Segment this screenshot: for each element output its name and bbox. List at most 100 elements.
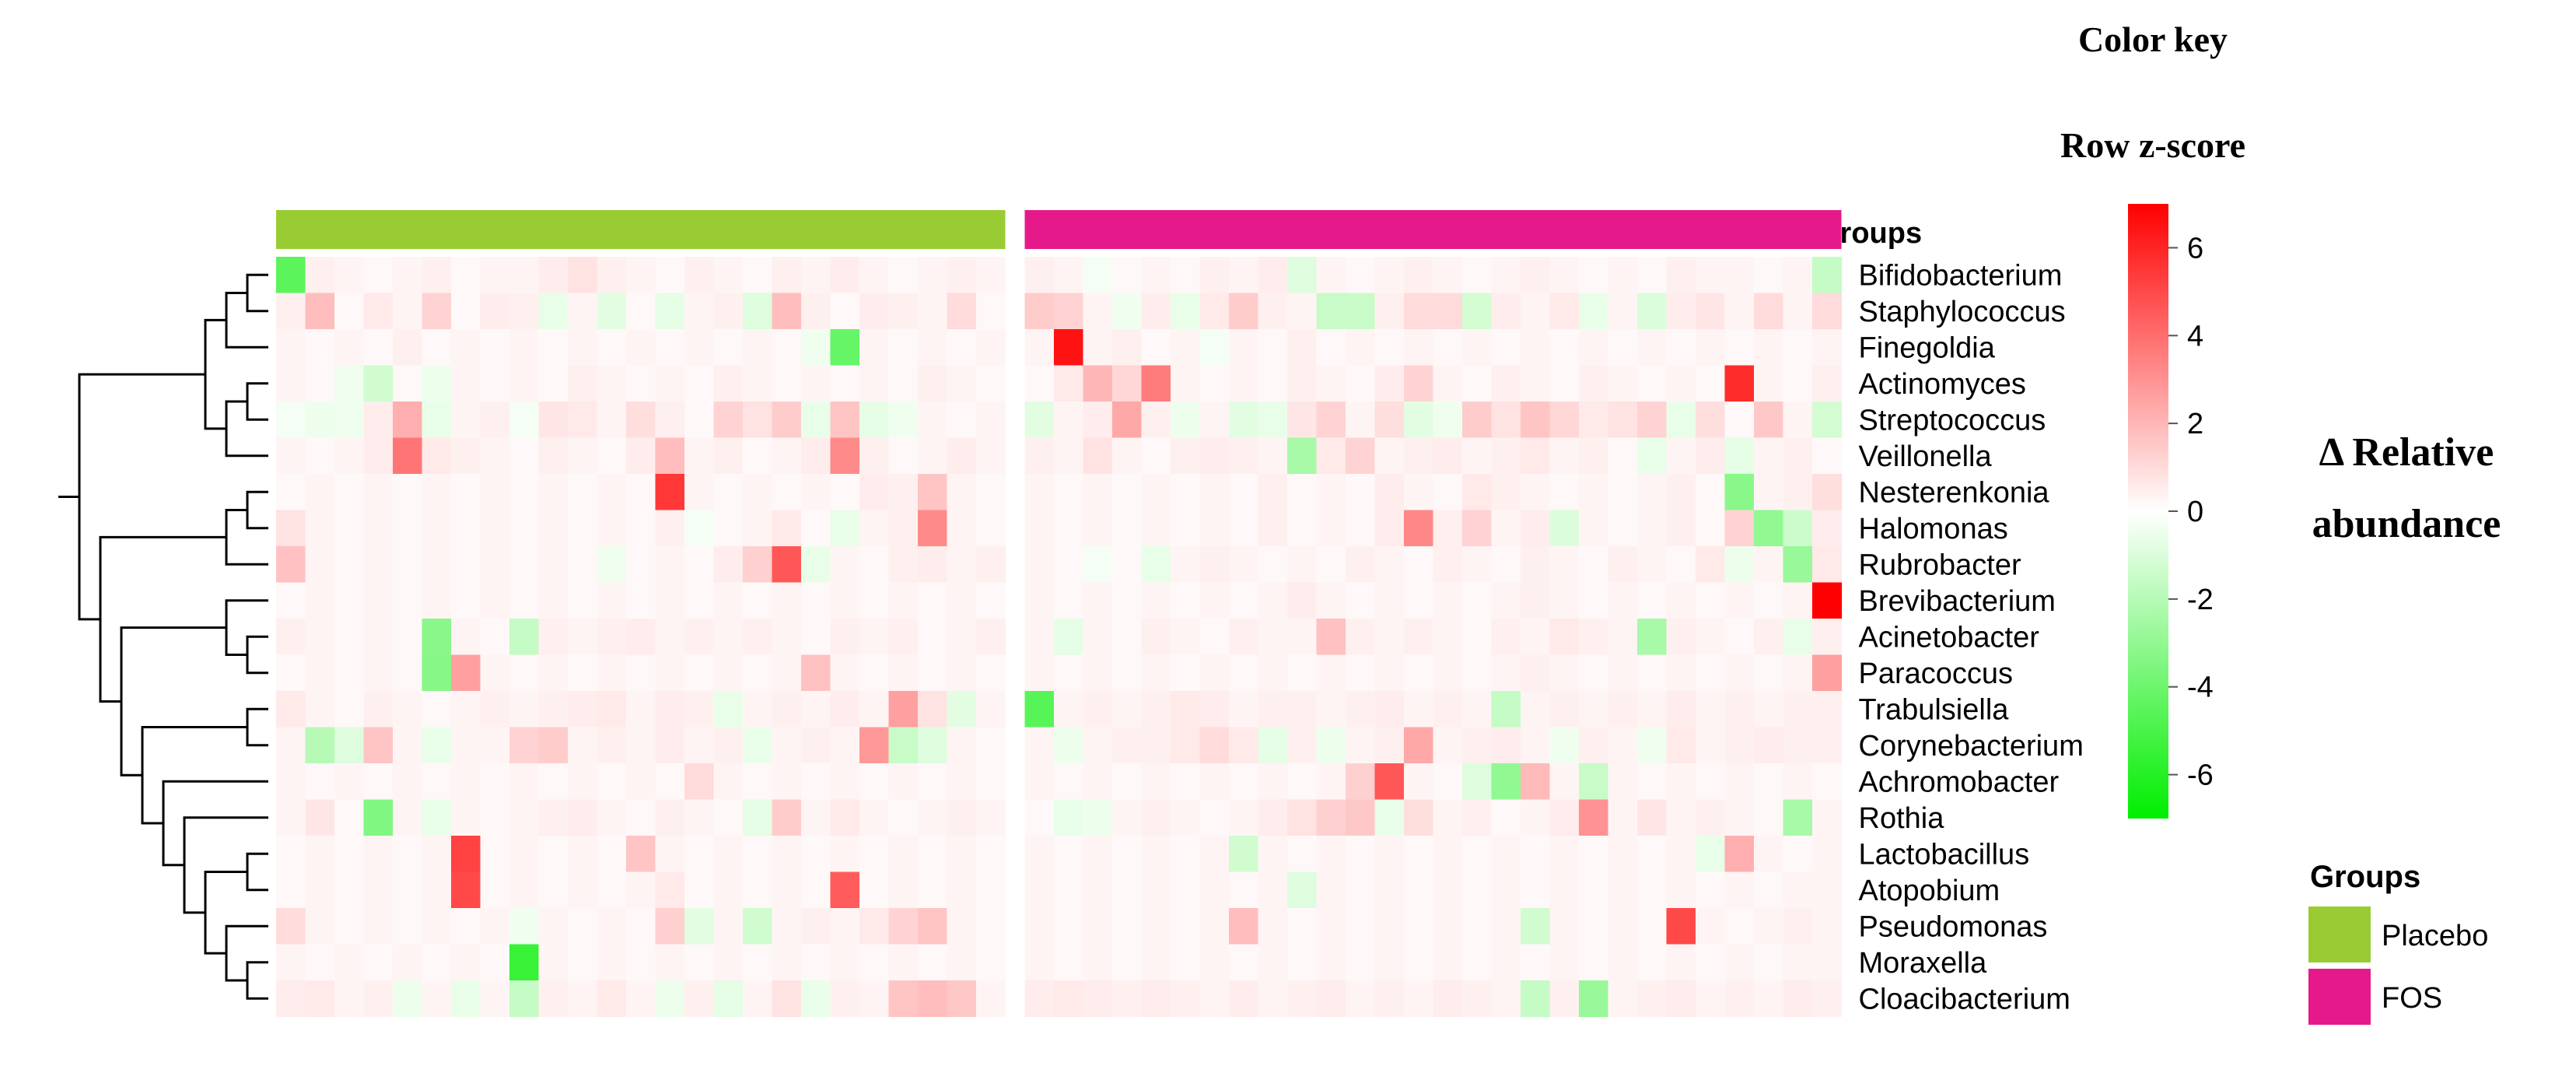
heatmap-cell: [1346, 619, 1376, 656]
heatmap-cell: [1258, 871, 1288, 909]
heatmap-cell: [1608, 944, 1638, 981]
heatmap-cell: [1724, 871, 1755, 909]
heatmap-cell: [1549, 908, 1580, 945]
heatmap-cell: [597, 474, 627, 511]
heatmap-cell: [1258, 401, 1288, 439]
heatmap-cell: [1083, 799, 1113, 836]
heatmap-cell: [1346, 474, 1376, 511]
heatmap-cell: [1287, 619, 1318, 656]
heatmap-cell: [1316, 546, 1346, 584]
heatmap-cell: [422, 908, 452, 945]
heatmap-cell: [1521, 836, 1551, 873]
heatmap-cell: [801, 293, 831, 330]
heatmap-cell: [1521, 474, 1551, 511]
heatmap-cell: [1608, 836, 1638, 873]
heatmap-cell: [1404, 727, 1434, 764]
heatmap-cell: [334, 257, 365, 294]
heatmap-cell: [1229, 474, 1259, 511]
heatmap-cell: [830, 474, 860, 511]
heatmap-cell: [1724, 401, 1755, 439]
heatmap-cell: [1783, 980, 1813, 1018]
heatmap-cell: [1404, 908, 1434, 945]
heatmap-cell: [1404, 980, 1434, 1018]
heatmap-cell: [1783, 799, 1813, 836]
heatmap-cell: [684, 257, 715, 294]
heatmap-cell: [684, 582, 715, 619]
heatmap-cell: [451, 908, 481, 945]
heatmap-cell: [1754, 654, 1784, 692]
heatmap-cell: [1054, 546, 1084, 584]
heatmap-cell: [1229, 329, 1259, 366]
heatmap-cell: [1374, 944, 1405, 981]
heatmap-cell: [451, 257, 481, 294]
heatmap-cell: [976, 474, 1006, 511]
heatmap-cell: [1491, 329, 1521, 366]
heatmap-cell: [1141, 293, 1171, 330]
heatmap-cell: [1462, 691, 1493, 728]
heatmap-cell: [363, 691, 394, 728]
heatmap-cell: [1229, 510, 1259, 547]
heatmap-cell: [1141, 257, 1171, 294]
heatmap-cell: [422, 691, 452, 728]
heatmap-cell: [626, 437, 656, 475]
heatmap-cell: [1521, 510, 1551, 547]
heatmap-cell: [1696, 401, 1726, 439]
heatmap-cell: [1462, 546, 1493, 584]
heatmap-cell: [1521, 546, 1551, 584]
heatmap-cell: [830, 763, 860, 801]
heatmap-cell: [830, 437, 860, 475]
heatmap-cell: [1054, 329, 1084, 366]
heatmap-cell: [1316, 365, 1346, 402]
heatmap-cell: [801, 836, 831, 873]
heatmap-cell: [480, 619, 510, 656]
heatmap-cell: [743, 727, 773, 764]
heatmap-cell: [655, 908, 685, 945]
heatmap-cell: [1024, 944, 1055, 981]
heatmap-cell: [713, 474, 744, 511]
heatmap-cell: [1579, 257, 1609, 294]
legend-swatch-1: [2308, 969, 2371, 1025]
heatmap-cell: [276, 293, 306, 330]
heatmap-cell: [918, 293, 948, 330]
heatmap-cell: [976, 871, 1006, 909]
heatmap-cell: [1608, 763, 1638, 801]
heatmap-cell: [1316, 401, 1346, 439]
heatmap-cell: [1783, 944, 1813, 981]
dendrogram-branch: [246, 852, 268, 892]
heatmap-cell: [422, 582, 452, 619]
heatmap-cell: [1666, 401, 1696, 439]
heatmap-cell: [1724, 654, 1755, 692]
heatmap-cell: [1491, 799, 1521, 836]
heatmap-cell: [1724, 727, 1755, 764]
heatmap-cell: [1754, 365, 1784, 402]
heatmap-cell: [772, 582, 802, 619]
heatmap-cell: [276, 691, 306, 728]
row-label: Corynebacterium: [1859, 730, 2084, 763]
heatmap-cell: [1054, 908, 1084, 945]
heatmap-cell: [334, 510, 365, 547]
heatmap-cell: [1433, 908, 1463, 945]
heatmap-cell: [422, 401, 452, 439]
heatmap-cell: [1287, 437, 1318, 475]
heatmap-cell: [1754, 836, 1784, 873]
heatmap-cell: [1346, 582, 1376, 619]
row-label: Achromobacter: [1859, 766, 2060, 798]
heatmap-cell: [713, 654, 744, 692]
heatmap-cell: [743, 510, 773, 547]
dendrogram-branch: [246, 961, 268, 1000]
heatmap-cell: [1287, 365, 1318, 402]
heatmap-cell: [1404, 654, 1434, 692]
heatmap-cell: [1521, 365, 1551, 402]
heatmap-cell: [713, 257, 744, 294]
heatmap-cell: [1608, 293, 1638, 330]
heatmap-cell: [1608, 619, 1638, 656]
heatmap-cell: [772, 654, 802, 692]
heatmap-cell: [976, 293, 1006, 330]
heatmap-cell: [888, 329, 919, 366]
heatmap-cell: [1404, 293, 1434, 330]
heatmap-cell: [1199, 871, 1230, 909]
heatmap-cell: [772, 944, 802, 981]
heatmap-cell: [276, 799, 306, 836]
heatmap-cell: [1462, 365, 1493, 402]
heatmap-cell: [305, 437, 335, 475]
